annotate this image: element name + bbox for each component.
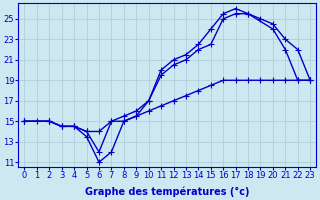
X-axis label: Graphe des températures (°c): Graphe des températures (°c) <box>85 186 250 197</box>
